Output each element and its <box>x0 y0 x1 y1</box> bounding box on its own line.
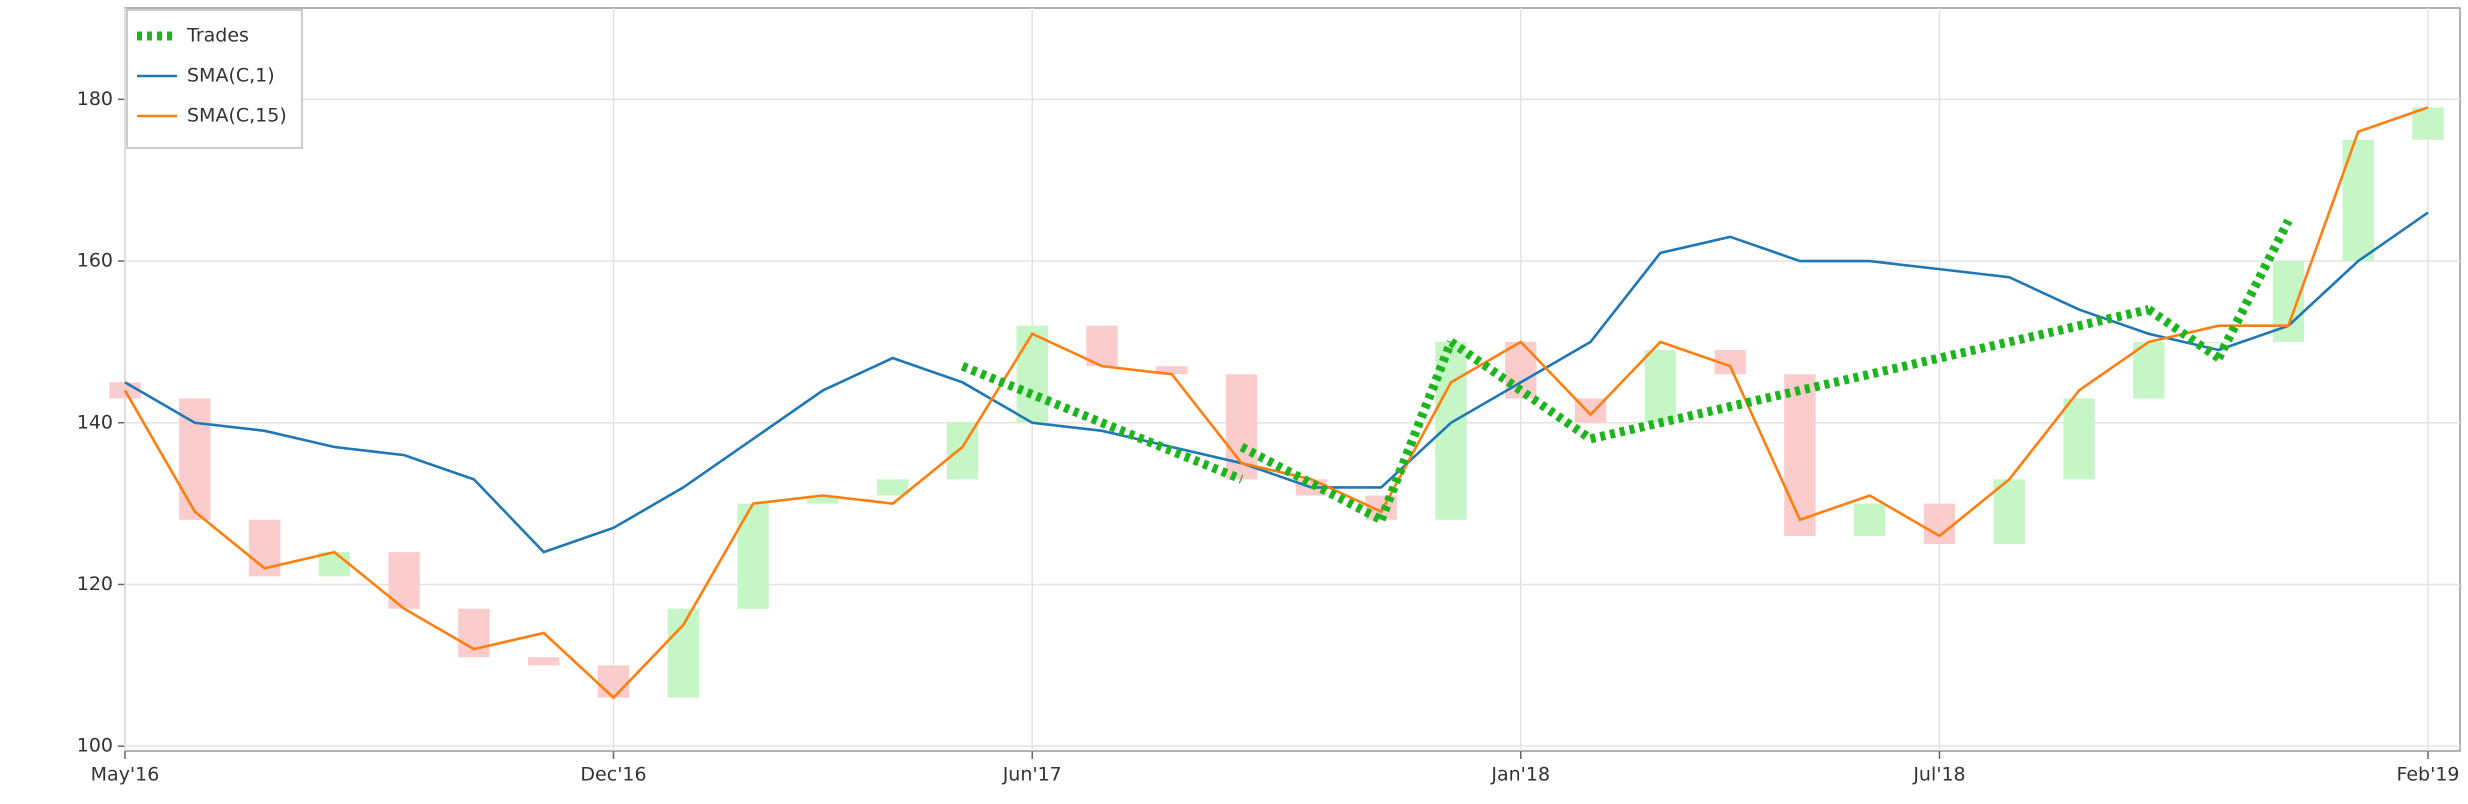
y-tick-label: 120 <box>77 573 113 595</box>
y-tick-label: 100 <box>77 735 113 757</box>
candle-body <box>1923 503 1956 545</box>
candle-body <box>2202 341 2235 343</box>
candle-body <box>1086 325 1118 367</box>
legend-box <box>126 9 303 149</box>
candle-body <box>737 503 769 609</box>
candle-body <box>2342 139 2374 262</box>
candle-body <box>876 479 909 496</box>
x-tick-label: Jul'18 <box>1912 764 1965 786</box>
candle-body <box>528 657 560 666</box>
candle-body <box>1156 366 1188 375</box>
y-tick-label: 160 <box>77 250 113 272</box>
candle-body <box>1016 325 1048 423</box>
candle-body <box>1784 374 1816 536</box>
marks <box>109 106 2444 700</box>
y-tick-label: 180 <box>77 88 113 110</box>
candle-body <box>318 552 351 577</box>
legend-label: SMA(C,1) <box>187 65 275 87</box>
candle-body <box>1853 503 1886 536</box>
sma-line <box>124 211 2429 554</box>
candle-body <box>807 495 839 504</box>
trade <box>1448 338 1594 443</box>
legend-label: Trades <box>186 25 249 47</box>
grid: 100 120 140 160 180 May'16 Dec'16 Jun'17 Jan'18 J… <box>77 8 2460 786</box>
candle-body <box>2412 107 2444 140</box>
y-tick-label: 140 <box>77 411 113 433</box>
sma-line <box>123 106 2429 700</box>
legend-label: SMA(C,15) <box>187 105 287 127</box>
trade <box>2146 305 2222 362</box>
x-tick-label: Jan'18 <box>1490 764 1550 786</box>
candle-body <box>179 398 211 520</box>
legend: Trades SMA(C,1) SMA(C,15) <box>126 9 303 149</box>
candle-body <box>1644 349 1677 423</box>
trade <box>1239 443 1384 524</box>
x-tick-label: Jun'17 <box>1002 764 1062 786</box>
trade <box>1376 340 1456 522</box>
x-tick-label: Feb'19 <box>2396 764 2459 786</box>
x-tick-label: May'16 <box>91 764 160 786</box>
candle-body <box>667 608 700 698</box>
trade <box>960 361 1244 484</box>
candle-body <box>1993 479 2025 545</box>
x-tick-label: Dec'16 <box>580 764 646 786</box>
candle-body <box>2133 341 2165 399</box>
candle-body <box>2063 398 2095 480</box>
candle-body <box>597 665 630 698</box>
